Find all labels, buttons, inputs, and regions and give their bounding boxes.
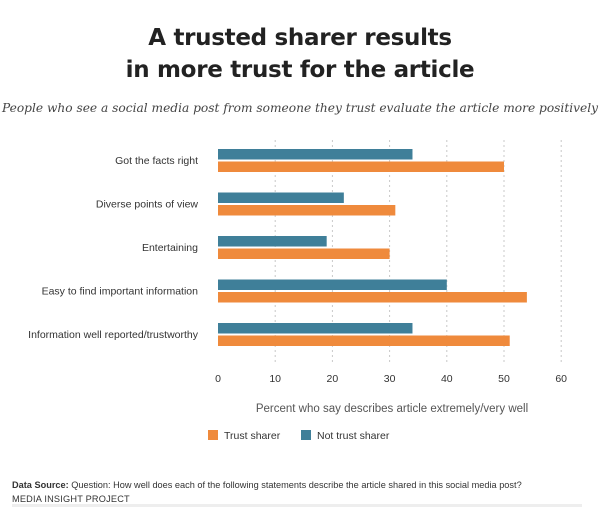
- category-label: Diverse points of view: [96, 199, 199, 211]
- bar-not-trust-sharer: [218, 192, 344, 203]
- bar-not-trust-sharer: [218, 279, 447, 290]
- x-tick-label: 0: [215, 373, 221, 385]
- category-label: Got the facts right: [115, 155, 198, 167]
- bar-trust-sharer: [218, 292, 527, 303]
- data-source: Data Source: Question: How well does eac…: [12, 478, 588, 492]
- x-tick-label: 60: [555, 373, 567, 385]
- x-tick-label: 50: [498, 373, 510, 385]
- bar-trust-sharer: [218, 205, 396, 216]
- footer-divider: [12, 504, 582, 507]
- x-tick-label: 10: [269, 373, 281, 385]
- category-label: Information well reported/trustworthy: [28, 329, 199, 341]
- bar-trust-sharer: [218, 161, 504, 172]
- data-source-text: Question: How well does each of the foll…: [71, 480, 522, 490]
- bar-not-trust-sharer: [218, 149, 413, 160]
- bar-trust-sharer: [218, 248, 390, 259]
- legend: Trust sharer Not trust sharer: [208, 430, 390, 442]
- x-tick-label: 20: [327, 373, 339, 385]
- legend-trust-sharer-label: Trust sharer: [224, 430, 281, 442]
- bar-not-trust-sharer: [218, 236, 327, 247]
- category-label: Easy to find important information: [42, 286, 199, 298]
- footer: Data Source: Question: How well does eac…: [12, 478, 588, 506]
- bar-trust-sharer: [218, 335, 510, 346]
- x-axis-title: Percent who say describes article extrem…: [256, 403, 528, 415]
- legend-not-trust-sharer-swatch: [301, 430, 311, 440]
- source-organization: MEDIA INSIGHT PROJECT: [12, 494, 130, 504]
- category-label: Entertaining: [142, 242, 198, 254]
- legend-trust-sharer-swatch: [208, 430, 218, 440]
- x-tick-label: 30: [384, 373, 396, 385]
- x-tick-label: 40: [441, 373, 453, 385]
- data-source-label: Data Source:: [12, 480, 69, 490]
- title-line-1: A trusted sharer results: [148, 25, 452, 51]
- bar-not-trust-sharer: [218, 323, 413, 334]
- chart-title: A trusted sharer results in more trust f…: [0, 22, 600, 86]
- bars: [218, 149, 527, 346]
- category-labels: Got the facts right Diverse points of vie…: [28, 155, 199, 341]
- x-axis-ticks: 0 10 20 30 40 50 60: [215, 373, 567, 385]
- title-line-2: in more trust for the article: [125, 57, 475, 83]
- bar-chart: Got the facts right Diverse points of vie…: [28, 140, 567, 442]
- legend-not-trust-sharer-label: Not trust sharer: [317, 430, 390, 442]
- chart-subtitle: People who see a social media post from …: [1, 101, 599, 115]
